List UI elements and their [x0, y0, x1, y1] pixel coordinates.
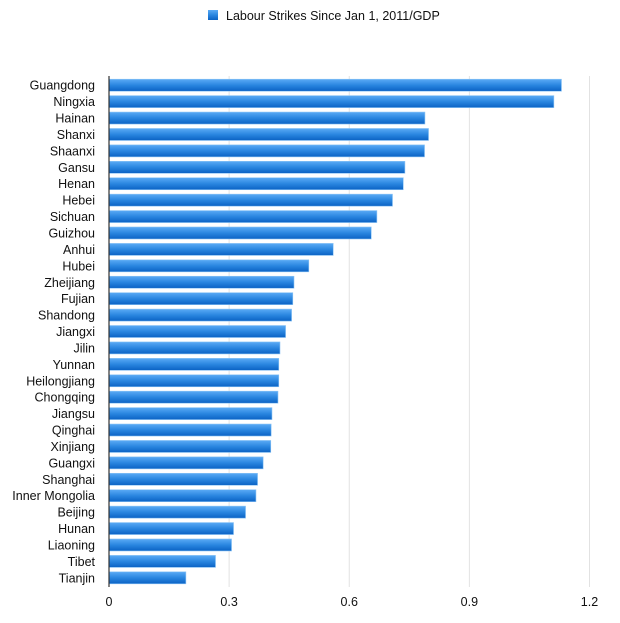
category-label: Shanghai	[42, 473, 95, 487]
bar	[108, 505, 246, 519]
x-tick-label: 0.6	[341, 595, 358, 609]
x-tick-label: 0.9	[461, 595, 478, 609]
category-label: Jilin	[73, 341, 95, 355]
category-label: Beijing	[57, 506, 95, 520]
category-label: Anhui	[63, 243, 95, 257]
bar	[108, 571, 187, 585]
bar	[108, 538, 232, 552]
bar	[108, 308, 292, 322]
bar	[108, 358, 280, 371]
category-label: Qinghai	[52, 424, 95, 438]
bar	[108, 292, 294, 305]
bar	[108, 522, 234, 535]
bar	[108, 423, 272, 437]
category-label: Liaoning	[48, 538, 95, 552]
bar	[108, 325, 286, 338]
legend: Labour Strikes Since Jan 1, 2011/GDP	[208, 9, 440, 23]
bar	[108, 390, 279, 404]
category-label: Jiangsu	[52, 407, 95, 421]
bar	[108, 111, 426, 125]
category-label: Fujian	[61, 292, 95, 306]
category-label: Guangxi	[48, 456, 95, 470]
legend-label: Labour Strikes Since Jan 1, 2011/GDP	[226, 9, 440, 23]
category-label: Tianjin	[59, 571, 95, 585]
bar	[108, 144, 425, 158]
category-label: Inner Mongolia	[12, 489, 95, 503]
category-label: Guangdong	[30, 79, 95, 93]
category-label: Guizhou	[48, 226, 95, 240]
bar	[108, 489, 257, 503]
category-label: Gansu	[58, 161, 95, 175]
bar	[108, 555, 216, 568]
category-label: Shaanxi	[50, 144, 95, 158]
bar	[108, 226, 372, 240]
bar	[108, 472, 258, 486]
category-label: Henan	[58, 177, 95, 191]
bar	[108, 341, 281, 355]
category-label: Tibet	[68, 555, 96, 569]
bar	[108, 95, 555, 108]
bar	[108, 193, 393, 207]
bar	[108, 128, 429, 141]
bar	[108, 78, 562, 92]
category-label: Sichuan	[50, 210, 95, 224]
bar	[108, 407, 273, 420]
category-label: Hubei	[62, 259, 95, 273]
category-label: Shandong	[38, 309, 95, 323]
category-label: Hunan	[58, 522, 95, 536]
category-label: Ningxia	[53, 95, 95, 109]
x-tick-label: 1.2	[581, 595, 598, 609]
bar	[108, 456, 264, 470]
bar	[108, 243, 334, 256]
legend-swatch	[208, 10, 218, 20]
category-label: Yunnan	[53, 358, 95, 372]
category-label: Hainan	[55, 112, 95, 126]
bar	[108, 161, 406, 174]
bar	[108, 374, 280, 388]
bar	[108, 210, 378, 223]
x-tick-label: 0.3	[220, 595, 237, 609]
category-label: Hebei	[62, 194, 95, 208]
category-label: Chongqing	[35, 391, 96, 405]
category-label: Jiangxi	[56, 325, 95, 339]
bar	[108, 440, 272, 453]
x-tick-label: 0	[106, 595, 113, 609]
category-label: Shanxi	[57, 128, 95, 142]
bar	[108, 177, 404, 191]
bar	[108, 259, 310, 273]
bar	[108, 275, 295, 289]
category-label: Zheijiang	[44, 276, 95, 290]
category-label: Heilongjiang	[26, 374, 95, 388]
category-label: Xinjiang	[51, 440, 96, 454]
